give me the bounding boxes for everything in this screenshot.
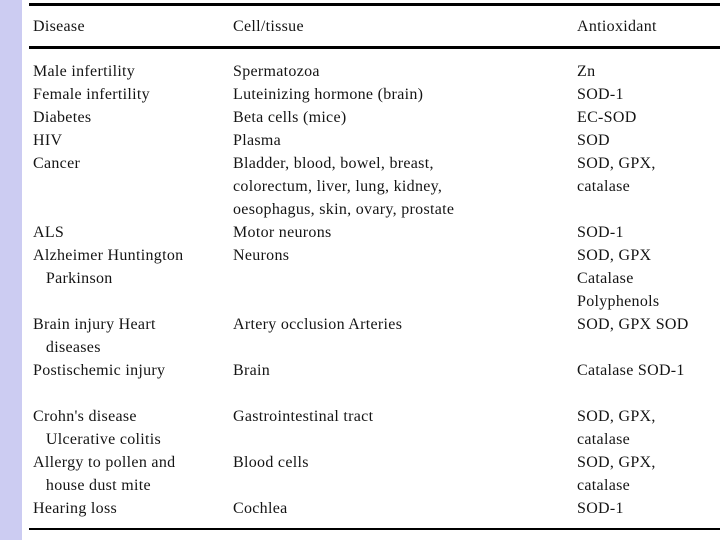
- cell-tissue-cell: Bladder, blood, bowel, breast, colorectu…: [233, 155, 455, 218]
- table-row: Brain injury Heart diseases Artery occlu…: [29, 313, 720, 359]
- table-bottom-rule: [29, 528, 720, 530]
- cell-tissue-cell: Spermatozoa: [233, 63, 320, 80]
- table-row: Female infertility Luteinizing hormone (…: [29, 83, 720, 106]
- table-row: Male infertility Spermatozoa Zn: [29, 60, 720, 83]
- table-row: Cancer Bladder, blood, bowel, breast, co…: [29, 152, 720, 221]
- table-top-rule: [29, 3, 720, 6]
- antioxidant-cell: SOD-1: [577, 224, 624, 241]
- disease-cell: Allergy to pollen and house dust mite: [33, 454, 176, 494]
- table-row: Postischemic injury Brain Catalase SOD-1: [29, 359, 720, 382]
- cell-tissue-cell: Neurons: [233, 247, 290, 264]
- antioxidant-cell: SOD, GPX, catalase: [577, 454, 656, 494]
- antioxidant-cell: SOD, GPX, catalase: [577, 408, 656, 448]
- cell-tissue-cell: Gastrointestinal tract: [233, 408, 374, 425]
- header-cell-tissue: Cell/tissue: [233, 17, 304, 35]
- header-antioxidant: Antioxidant: [577, 17, 657, 35]
- header-disease: Disease: [33, 17, 85, 35]
- cell-tissue-cell: Motor neurons: [233, 224, 332, 241]
- disease-cell: Hearing loss: [33, 500, 118, 517]
- cell-tissue-cell: Brain: [233, 362, 271, 379]
- antioxidant-cell: SOD-1: [577, 86, 624, 103]
- antioxidant-cell: SOD, GPX, catalase: [577, 155, 656, 195]
- table-header-row: Disease Cell/tissue Antioxidant: [29, 6, 720, 46]
- disease-cell: Male infertility: [33, 63, 136, 80]
- antioxidant-cell: Zn: [577, 63, 596, 80]
- disease-cell: HIV: [33, 132, 63, 149]
- table-row: Diabetes Beta cells (mice) EC-SOD: [29, 106, 720, 129]
- cell-tissue-cell: Luteinizing hormone (brain): [233, 86, 424, 103]
- disease-cell: Crohn's disease Ulcerative colitis: [33, 408, 162, 448]
- cell-tissue-cell: Blood cells: [233, 454, 309, 471]
- cell-tissue-cell: Beta cells (mice): [233, 109, 347, 126]
- table-row: ALS Motor neurons SOD-1: [29, 221, 720, 244]
- disease-cell: ALS: [33, 224, 65, 241]
- disease-cell: Female infertility: [33, 86, 150, 103]
- disease-cell: Cancer: [33, 155, 81, 172]
- cell-tissue-cell: Plasma: [233, 132, 282, 149]
- cell-tissue-cell: Cochlea: [233, 500, 288, 517]
- table-row: Crohn's disease Ulcerative colitis Gastr…: [29, 405, 720, 451]
- table-row: HIV Plasma SOD: [29, 129, 720, 152]
- antioxidant-table: Disease Cell/tissue Antioxidant Male inf…: [29, 3, 720, 530]
- disease-cell: Brain injury Heart diseases: [33, 316, 156, 356]
- table-row: Alzheimer Huntington Parkinson Neurons S…: [29, 244, 720, 313]
- left-accent-strip: [0, 0, 22, 540]
- table-row: Hearing loss Cochlea SOD-1: [29, 497, 720, 520]
- antioxidant-cell: Catalase SOD-1: [577, 362, 685, 379]
- disease-cell: Postischemic injury: [33, 362, 166, 379]
- disease-cell: Diabetes: [33, 109, 92, 126]
- antioxidant-cell: SOD, GPX Catalase Polyphenols: [577, 247, 660, 310]
- antioxidant-cell: SOD: [577, 132, 610, 149]
- antioxidant-cell: SOD-1: [577, 500, 624, 517]
- antioxidant-cell: SOD, GPX SOD: [577, 316, 689, 333]
- cell-tissue-cell: Artery occlusion Arteries: [233, 316, 403, 333]
- disease-cell: Alzheimer Huntington Parkinson: [33, 247, 184, 287]
- table-row: Allergy to pollen and house dust mite Bl…: [29, 451, 720, 497]
- antioxidant-cell: EC-SOD: [577, 109, 637, 126]
- table-body: Male infertility Spermatozoa Zn Female i…: [29, 49, 720, 528]
- header-bottom-rule: [29, 46, 720, 49]
